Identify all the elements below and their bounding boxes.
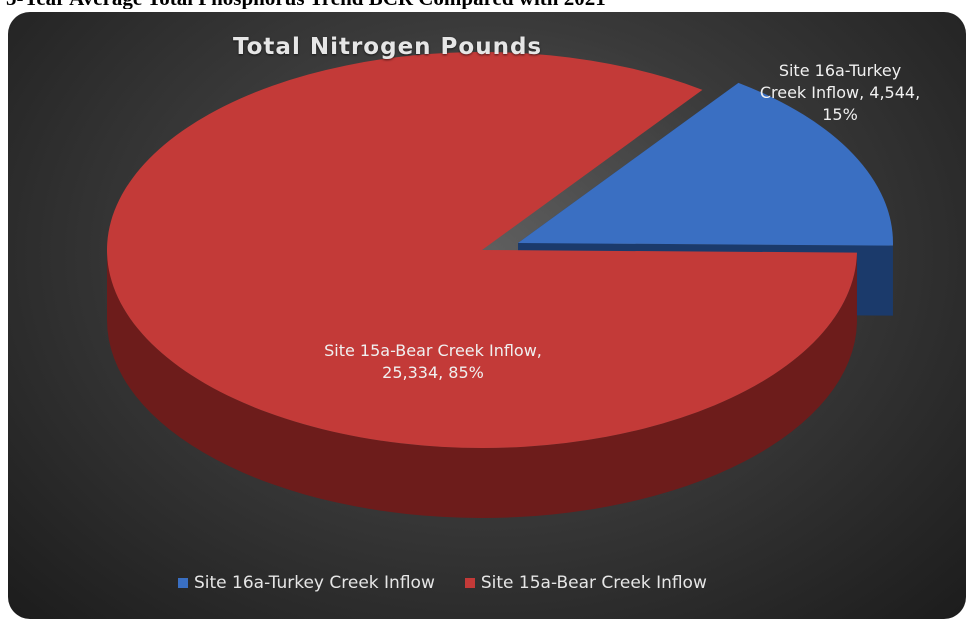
- chart-legend: Site 16a-Turkey Creek Inflow Site 15a-Be…: [178, 573, 707, 593]
- legend-item-bear-creek: Site 15a-Bear Creek Inflow: [464, 573, 707, 593]
- legend-swatch-bear-creek: [464, 578, 475, 588]
- pie-slice-bear-creek-side: [107, 250, 857, 518]
- data-label-line: Creek Inflow, 4,544,: [759, 83, 921, 102]
- data-label-turkey-creek: Site 16a-Turkey Creek Inflow, 4,544, 15%: [750, 60, 930, 126]
- data-label-bear-creek: Site 15a-Bear Creek Inflow, 25,334, 85%: [303, 340, 563, 384]
- legend-label: Site 15a-Bear Creek Inflow: [480, 573, 707, 593]
- chart-area: Total Nitrogen Pounds Site 16a-Turkey Cr…: [8, 12, 966, 619]
- pie-slice-turkey-creek: [518, 82, 893, 246]
- chart-title: Total Nitrogen Pounds: [233, 34, 543, 60]
- legend-item-turkey-creek: Site 16a-Turkey Creek Inflow: [178, 573, 435, 593]
- legend-label: Site 16a-Turkey Creek Inflow: [194, 573, 435, 593]
- document-heading: 5-Year Average Total Phosphorus Trend BC…: [0, 0, 972, 9]
- data-label-line: 25,334, 85%: [382, 363, 484, 382]
- data-label-line: Site 16a-Turkey: [778, 61, 902, 80]
- data-label-line: 15%: [822, 105, 858, 124]
- pie-slice-bear-creek: [107, 51, 857, 449]
- legend-swatch-turkey-creek: [178, 578, 188, 588]
- pie-plot: [107, 51, 893, 518]
- data-label-line: Site 15a-Bear Creek Inflow,: [324, 341, 542, 360]
